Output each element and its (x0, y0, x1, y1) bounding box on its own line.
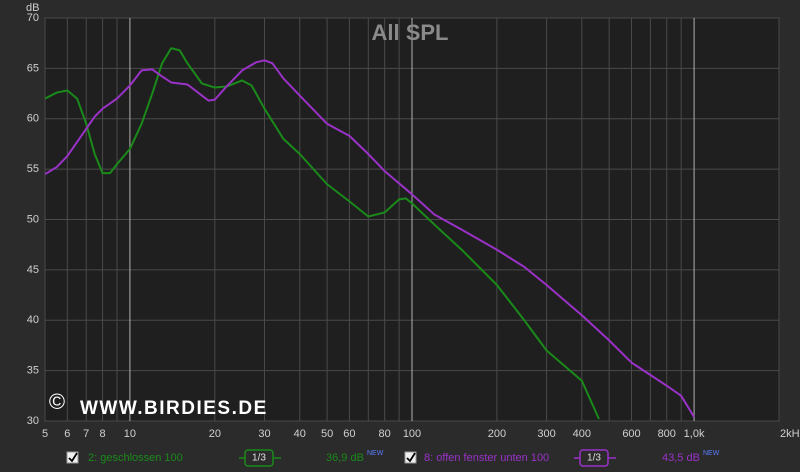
grid (44, 17, 780, 422)
x-tick-label: 20 (209, 428, 221, 440)
x-tick-label: 6 (64, 428, 70, 440)
series-line (45, 47, 600, 420)
watermark-symbol: © (49, 389, 65, 414)
y-axis-label: dB (26, 2, 39, 14)
x-tick-label: 10 (124, 428, 136, 440)
smoothing-button[interactable] (579, 449, 609, 467)
y-tick-label: 45 (27, 264, 39, 276)
legend-label: 8: offen fenster unten 100 (424, 452, 549, 464)
y-tick-label: 30 (27, 415, 39, 427)
x-tick-label: 800 (658, 428, 676, 440)
smoothing-label: 1/3 (587, 453, 601, 464)
x-tick-label: 5 (42, 428, 48, 440)
x-tick-label: 30 (258, 428, 270, 440)
x-tick-label: 400 (573, 428, 591, 440)
y-tick-label: 65 (27, 62, 39, 74)
legend-label: 2: geschlossen 100 (88, 452, 183, 464)
legend-checkmark (68, 452, 78, 463)
smoothing-label: 1/3 (252, 453, 266, 464)
curves (45, 47, 695, 420)
x-tick-label: 80 (379, 428, 391, 440)
series-line (45, 59, 695, 418)
x-tick-label: 600 (622, 428, 640, 440)
x-tick-label: 100 (403, 428, 421, 440)
y-tick-label: 40 (27, 314, 39, 326)
legend-checkmark (406, 452, 416, 463)
y-tick-label: 70 (27, 12, 39, 24)
y-tick-label: 35 (27, 365, 39, 377)
x-tick-label: 40 (294, 428, 306, 440)
x-tick-label: 50 (321, 428, 333, 440)
y-tick-label: 50 (27, 213, 39, 225)
watermark: WWW.BIRDIES.DE (80, 398, 268, 419)
legend-checkbox[interactable] (404, 451, 417, 464)
legend-badge: NEW (367, 450, 384, 457)
x-tick-label: 60 (343, 428, 355, 440)
chart-title: All SPL (371, 20, 448, 45)
legend-badge: NEW (703, 450, 720, 457)
x-tick-label: 7 (83, 428, 89, 440)
x-tick-label: 200 (488, 428, 506, 440)
y-tick-label: 55 (27, 163, 39, 175)
y-tick-label: 60 (27, 113, 39, 125)
x-tick-label: 2kHz (780, 428, 800, 440)
x-tick-label: 1,0k (684, 428, 705, 440)
smoothing-button[interactable] (244, 449, 274, 467)
legend-level: 43,5 dB (662, 452, 700, 464)
legend: 2: geschlossen 100 1/3 36,9 dB NEW 8: offen … (66, 449, 720, 467)
x-tick-label: 8 (100, 428, 106, 440)
legend-checkbox[interactable] (66, 451, 79, 464)
x-tick-label: 300 (537, 428, 555, 440)
legend-level: 36,9 dB (326, 452, 364, 464)
